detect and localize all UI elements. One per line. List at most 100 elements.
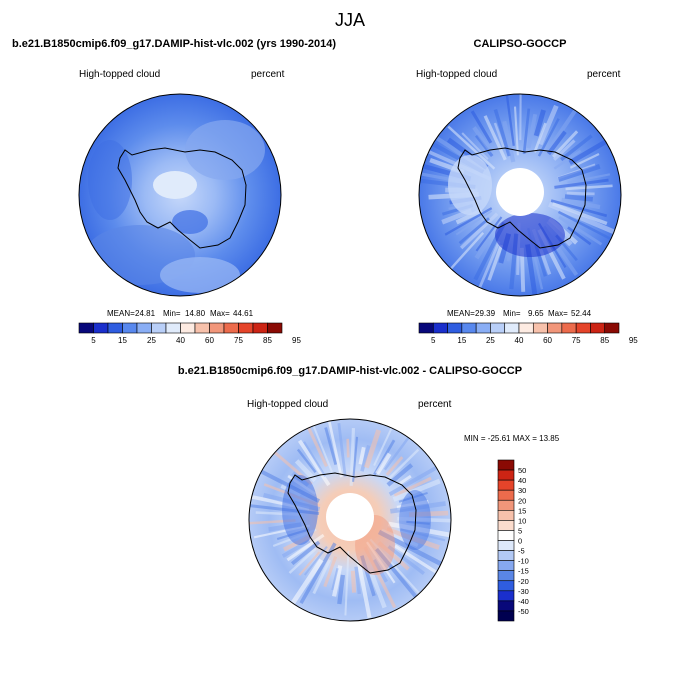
colorbar-right-swatch: [504, 322, 520, 334]
page-title: JJA: [335, 10, 365, 30]
streak: [290, 558, 324, 605]
colorbar-left-swatch: [252, 322, 268, 334]
streak: [470, 110, 493, 144]
streak: [377, 541, 410, 571]
panel-left-units-label: percent: [251, 69, 285, 80]
streak: [296, 448, 317, 474]
colorbar-difference-swatch: [497, 560, 515, 571]
streak: [526, 113, 538, 149]
streak: [522, 108, 531, 154]
polar-hole-right: [496, 168, 544, 216]
panel-right: CALIPSO-GOCCP High-topped cloud percent …: [416, 38, 638, 345]
panel-difference-title: b.e21.B1850cmip6.f09_g17.DAMIP-hist-vlc.…: [178, 365, 522, 377]
colorbar-left-swatch: [194, 322, 210, 334]
colorbar-left-tick-label: 25: [147, 336, 156, 345]
streak: [381, 528, 419, 548]
panel-left-min-value: 14.80: [185, 309, 206, 318]
colorbar-left-swatch: [151, 322, 167, 334]
polar-map-left: [79, 94, 281, 296]
streak: [545, 106, 579, 153]
streak: [383, 431, 414, 471]
panel-left: b.e21.B1850cmip6.f09_g17.DAMIP-hist-vlc.…: [12, 38, 336, 345]
streak: [358, 446, 366, 465]
streak: [286, 533, 325, 562]
streak: [548, 202, 620, 237]
colorbar-difference-tick-label: 30: [518, 486, 526, 495]
colorbar-right-swatch: [475, 322, 491, 334]
streak: [455, 210, 493, 236]
streak: [369, 538, 422, 596]
colorbar-difference-tick-label: -30: [518, 587, 529, 596]
colorbar-difference-tick-label: -20: [518, 577, 529, 586]
polar-map-left-border: [78, 93, 282, 297]
streak: [360, 555, 376, 597]
panel-right-mean-value: 29.39: [475, 309, 496, 318]
colorbar-left-swatch: [209, 322, 225, 334]
colorbar-difference-swatch: [497, 590, 515, 602]
streak: [356, 560, 372, 619]
colorbar-right-tick-label: 40: [515, 336, 524, 345]
colorbar-right-swatch: [604, 322, 620, 334]
streak: [567, 173, 611, 184]
streak: [400, 528, 446, 542]
panel-difference-minmax: MIN = -25.61 MAX = 13.85: [464, 434, 560, 443]
streak: [386, 463, 414, 487]
colorbar-difference-tick-label: 15: [518, 506, 526, 515]
streak: [387, 545, 425, 576]
colorbar-difference-tick-label: 50: [518, 466, 526, 475]
streak: [449, 231, 485, 270]
streak: [332, 565, 343, 597]
colorbar-right-swatch: [490, 322, 506, 334]
streak: [560, 134, 593, 162]
colorbar-difference-swatch: [497, 520, 515, 531]
colorbar-difference-swatch: [497, 489, 515, 501]
polar-hole-difference: [326, 493, 374, 541]
colorbar-difference-swatch: [497, 479, 515, 491]
colorbar-right-tick-label: 75: [572, 336, 581, 345]
streak: [475, 216, 503, 252]
panel-left-min-label: Min=: [163, 309, 181, 318]
colorbar-difference-tick-label: -10: [518, 557, 529, 566]
streak: [312, 559, 332, 595]
streak: [331, 568, 339, 591]
panel-left-max-label: Max=: [210, 309, 230, 318]
colorbar-left-swatch: [223, 322, 239, 334]
colorbar-left-tick-label: 75: [234, 336, 243, 345]
streak: [472, 126, 493, 153]
streak: [533, 122, 547, 153]
streak: [325, 419, 343, 478]
panel-right-max-value: 52.44: [571, 309, 592, 318]
colorbar-left-swatch: [165, 322, 181, 334]
panel-left-variable-label: High-topped cloud: [79, 69, 160, 80]
streak: [346, 438, 350, 458]
streak: [487, 244, 504, 281]
polar-map-difference: [249, 419, 451, 621]
panel-difference: b.e21.B1850cmip6.f09_g17.DAMIP-hist-vlc.…: [178, 365, 560, 622]
colorbar-difference-tick-label: 0: [518, 537, 522, 546]
antarctica-coastline-right: [457, 147, 587, 249]
panel-right-variable-label: High-topped cloud: [416, 69, 497, 80]
colorbar-right-swatch: [547, 322, 563, 334]
streak: [350, 570, 357, 593]
streak: [385, 527, 440, 550]
colorbar-right-swatch: [590, 322, 606, 334]
streak: [377, 529, 446, 568]
panel-left-mean-label: MEAN=: [107, 309, 135, 318]
colorbar-difference-tick-label: -40: [518, 597, 529, 606]
streak: [323, 556, 338, 588]
streak: [386, 448, 420, 482]
polar-map-right-border: [418, 93, 622, 297]
streak: [303, 441, 326, 477]
streak: [537, 104, 559, 146]
streak: [297, 439, 331, 487]
streak: [389, 501, 446, 514]
panel-right-max-label: Max=: [548, 309, 568, 318]
streak: [554, 178, 609, 189]
streak: [392, 478, 441, 502]
colorbar-left-tick-label: 15: [118, 336, 127, 345]
streak: [483, 115, 507, 161]
panel-right-units-label: percent: [587, 69, 621, 80]
colorbar-right-tick-label: 95: [629, 336, 638, 345]
colorbar-right-tick-label: 85: [600, 336, 609, 345]
streak: [444, 207, 493, 236]
